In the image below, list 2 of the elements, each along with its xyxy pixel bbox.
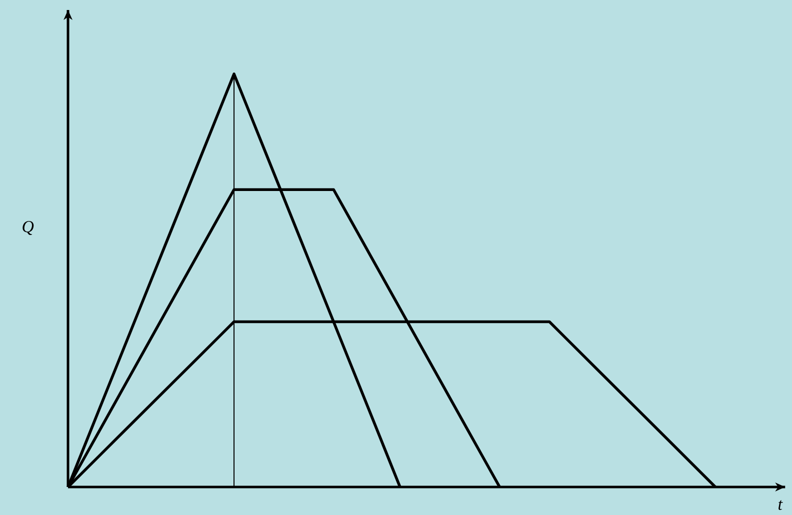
y-axis-title: Q bbox=[22, 220, 34, 235]
x-axis-title: t bbox=[778, 500, 783, 510]
